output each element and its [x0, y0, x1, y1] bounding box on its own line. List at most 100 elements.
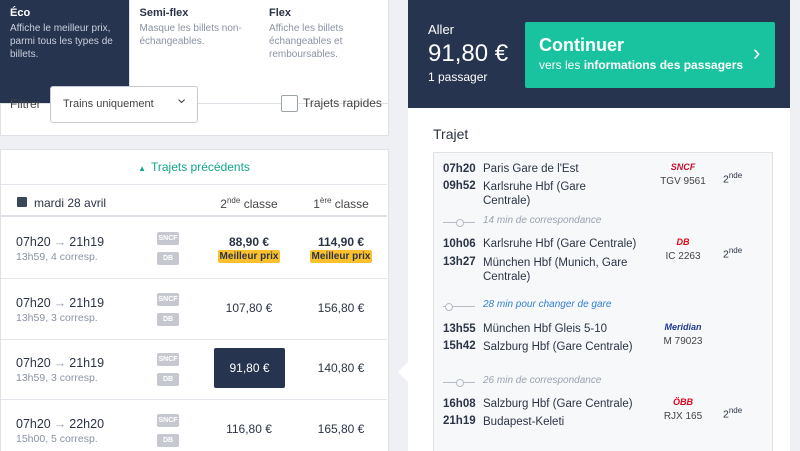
button-sub: vers les informations des passagers: [539, 58, 743, 72]
class: 2nde: [723, 406, 742, 421]
dep-time: 10h06: [443, 238, 476, 250]
operator-logo: SNCF: [157, 413, 179, 427]
price[interactable]: 140,80 €: [317, 361, 365, 375]
class-num: 1: [313, 197, 320, 211]
time-range: 07h20 → 21h19: [16, 296, 104, 310]
train-number: TGV 9561: [660, 176, 706, 187]
button-arrow: ›: [753, 40, 761, 65]
dep: 07h20: [16, 356, 51, 370]
operator-logo: DB: [157, 433, 179, 447]
journey-box: [433, 152, 773, 451]
arr-station: Salzburg Hbf (Gare Centrale): [483, 341, 633, 353]
connection-dot: [456, 379, 464, 387]
dep-time: 07h20: [443, 163, 476, 175]
price[interactable]: 156,80 €: [317, 300, 365, 315]
class-sup: ère: [319, 196, 332, 205]
arr: 21h19: [69, 235, 105, 249]
results-panel: [0, 149, 389, 451]
tab-title: Éco: [10, 7, 31, 19]
dep-station: Karlsruhe Hbf (Gare Centrale): [483, 238, 637, 250]
dep: 07h20: [16, 295, 51, 310]
arr-time: 21h19: [443, 415, 476, 427]
tab-desc: Affiche le meilleur prix, parmi tous les…: [10, 23, 113, 60]
time-range: 07h20 → 21h19: [16, 356, 104, 370]
info: 15h00, 5 corresp.: [16, 432, 98, 445]
class-sup: nde: [728, 246, 743, 255]
pointer: [398, 362, 408, 382]
class-num: 2: [723, 408, 729, 421]
connection-dot: [445, 303, 453, 311]
select-value: Trains uniquement: [63, 98, 154, 110]
sub-prefix: vers les: [539, 58, 581, 72]
column-header: 2nde classe: [199, 196, 299, 211]
checkbox[interactable]: [281, 95, 298, 112]
date: mardi 28 avril: [34, 196, 107, 210]
class-num: 2: [723, 248, 729, 261]
price[interactable]: 114,90 €: [317, 235, 365, 249]
operator-logo: Meridian: [664, 322, 702, 332]
class-num: 2: [723, 173, 729, 186]
select[interactable]: Trains uniquement ›: [50, 86, 198, 123]
arr-station: Karlsruhe Hbf (Gare Centrale): [483, 181, 586, 207]
column-header: 1ère classe: [291, 196, 391, 211]
total-price: 91,80 €: [428, 40, 509, 67]
tab-title: Flex: [269, 7, 292, 19]
operator-logo: SNCF: [670, 162, 696, 172]
price[interactable]: 165,80 €: [317, 421, 365, 436]
info: 13h59, 3 corresp.: [16, 372, 98, 384]
continue-button[interactable]: Continuer vers les informations des passa…: [525, 22, 775, 88]
passengers: 1 passager: [428, 70, 488, 84]
class-num: 2: [220, 197, 227, 211]
arrow: →: [53, 295, 67, 310]
arr: 21h19: [69, 295, 105, 310]
chevron: ›: [173, 98, 191, 104]
direction: Aller: [428, 22, 455, 37]
dep-station: Paris Gare de l'Est: [483, 163, 579, 175]
price[interactable]: 88,90 €: [228, 235, 270, 249]
info: 13h59, 3 corresp.: [16, 311, 98, 324]
checkbox-label: Trajets rapides: [303, 96, 382, 110]
operator-logo: DB: [676, 237, 690, 247]
operator-logo: SNCF: [157, 292, 179, 306]
info: 13h59, 4 corresp.: [16, 251, 98, 263]
operator-logo: DB: [157, 252, 179, 265]
row-divider: [1, 278, 387, 279]
price[interactable]: 107,80 €: [225, 300, 273, 315]
dep-time: 16h08: [443, 398, 476, 410]
arrow: →: [53, 356, 67, 370]
operator-logo: SNCF: [157, 232, 179, 245]
connection-dot: [456, 219, 464, 227]
operator-logo: DB: [157, 373, 179, 386]
price[interactable]: 116,80 €: [226, 421, 272, 436]
connection: 26 min de correspondance: [483, 375, 602, 386]
tab-desc: Masque les billets non-échangeables.: [139, 23, 242, 47]
tab[interactable]: Flex Affiche les billets échangeables et …: [259, 0, 389, 104]
price-selected[interactable]: 91,80 €: [214, 348, 285, 388]
class-label: classe: [334, 197, 369, 211]
operator-logo: ÖBB: [673, 397, 693, 407]
row-divider: [1, 338, 387, 340]
journey-title: Trajet: [433, 126, 469, 142]
time-range: 07h20 → 21h19: [16, 235, 104, 249]
calendar-icon: [17, 197, 27, 207]
previous-link[interactable]: ▲ Trajets précédents: [0, 160, 388, 174]
badge: Meilleur prix: [310, 250, 372, 263]
class-sup: nde: [226, 196, 241, 205]
arr: 21h19: [69, 356, 105, 370]
train-number: M 79023: [663, 336, 703, 347]
arrow-up: ▲: [138, 164, 146, 173]
dep: 07h20: [16, 416, 51, 431]
arr-station: München Hbf (Munich, Gare Centrale): [483, 257, 628, 283]
tab-title: Semi-flex: [139, 7, 189, 19]
class-label: classe: [243, 197, 278, 211]
class: 2nde: [723, 171, 742, 186]
operator-logo: DB: [157, 312, 179, 326]
arrow: →: [53, 416, 67, 431]
sub-bold: informations des passagers: [583, 58, 744, 72]
row-divider: [1, 399, 387, 400]
previous-text: Trajets précédents: [150, 160, 250, 174]
class: 2nde: [723, 246, 742, 261]
arr-station: Budapest-Keleti: [483, 416, 565, 428]
filter-label: Filtrer: [10, 97, 41, 111]
